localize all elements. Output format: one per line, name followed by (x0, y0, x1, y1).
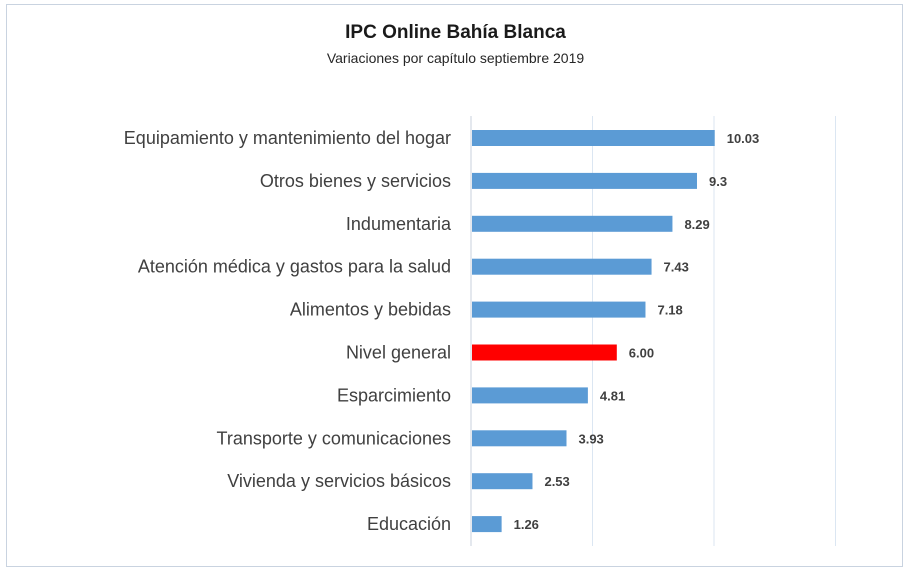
data-label: 7.18 (657, 303, 682, 318)
bar (472, 172, 697, 189)
bar (472, 473, 533, 490)
chart-subtitle: Variaciones por capítulo septiembre 2019 (326, 50, 585, 66)
data-label: 1.26 (514, 517, 539, 532)
data-label: 4.81 (600, 388, 625, 403)
category-label: Vivienda y servicios básicos (227, 471, 451, 491)
category-label: Educación (367, 514, 451, 534)
data-label: 9.3 (709, 174, 727, 189)
bar (472, 258, 652, 275)
bar (472, 344, 617, 361)
category-label: Alimentos y bebidas (290, 300, 451, 320)
category-label: Nivel general (346, 343, 451, 363)
category-label: Atención médica y gastos para la salud (138, 257, 451, 277)
chart-title: IPC Online Bahía Blanca (345, 22, 566, 43)
data-label: 8.29 (684, 217, 709, 232)
data-label: 3.93 (578, 431, 603, 446)
category-label: Equipamiento y mantenimiento del hogar (124, 128, 451, 148)
category-label: Transporte y comunicaciones (217, 428, 451, 448)
bar (472, 130, 715, 146)
bar (472, 387, 588, 404)
category-label: Otros bienes y servicios (260, 171, 451, 191)
bar (472, 430, 567, 447)
data-label: 10.03 (727, 131, 760, 146)
chart-frame (6, 4, 903, 567)
category-label: Esparcimiento (337, 385, 451, 405)
data-label: 2.53 (544, 474, 569, 489)
data-label: 7.43 (664, 260, 689, 275)
bar (472, 215, 673, 232)
bar (472, 516, 502, 533)
bar (472, 301, 646, 318)
category-label: Indumentaria (346, 214, 452, 234)
data-label: 6.00 (629, 346, 654, 361)
